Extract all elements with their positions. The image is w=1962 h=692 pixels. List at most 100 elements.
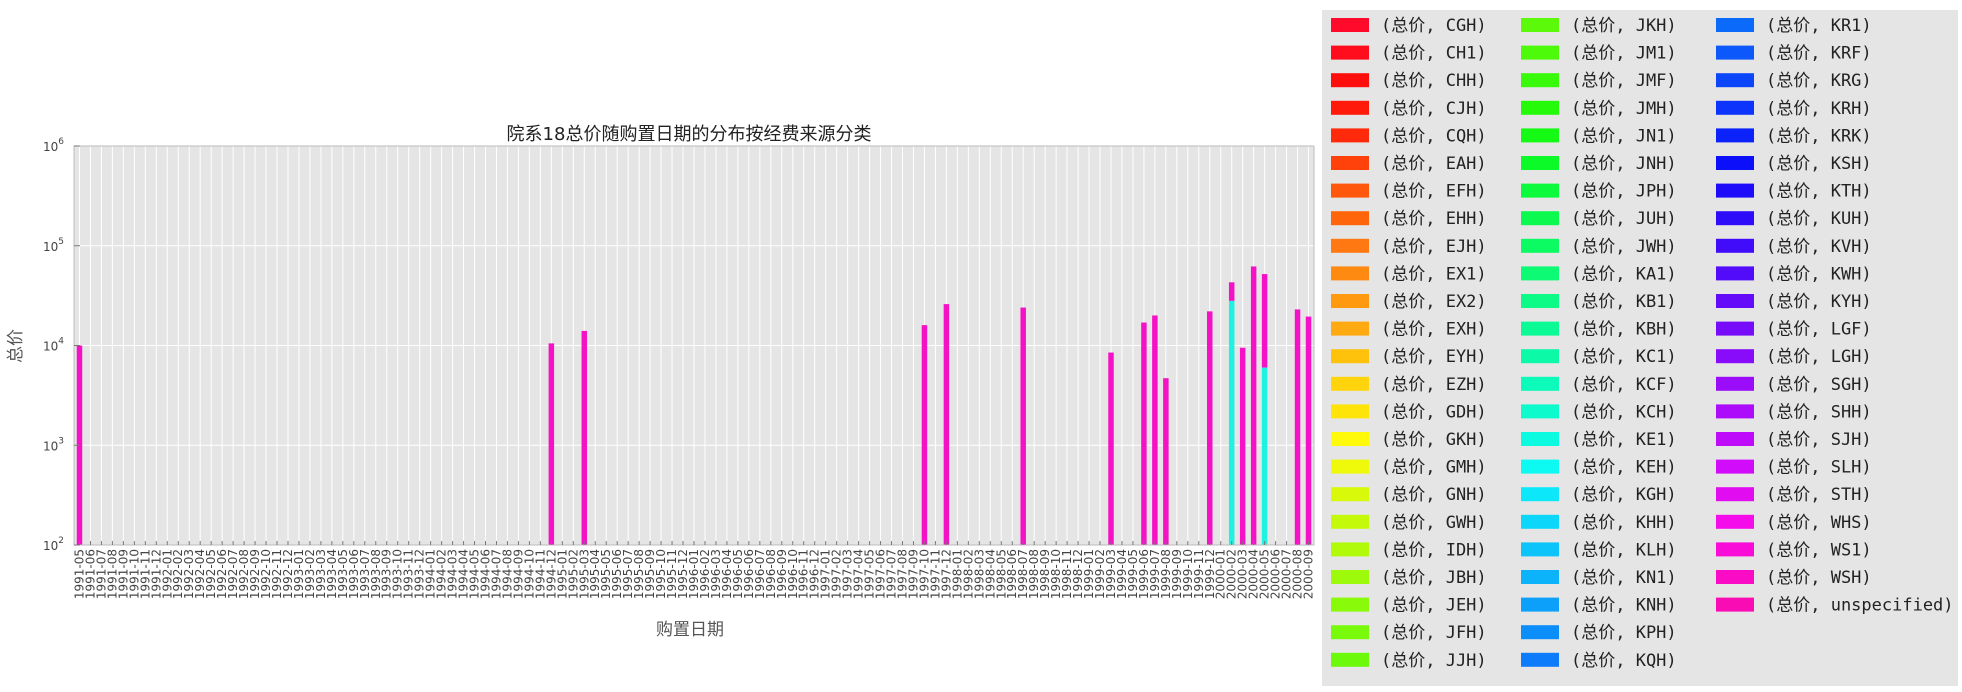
x-tick-label: 1994-06 — [479, 549, 493, 599]
x-tick-label: 1998-07 — [1016, 549, 1030, 599]
legend-swatch — [1521, 128, 1559, 143]
legend-swatch — [1331, 238, 1369, 253]
legend-swatch — [1331, 652, 1369, 667]
x-tick-label: 1999-03 — [1104, 549, 1118, 599]
legend-swatch — [1521, 73, 1559, 88]
legend-label: (总价, JWH) — [1571, 237, 1677, 257]
legend-swatch — [1331, 100, 1369, 115]
legend-swatch — [1331, 73, 1369, 88]
legend-label: (总价, JN1) — [1571, 126, 1677, 146]
bar — [1250, 266, 1257, 545]
x-tick-label: 1992-05 — [204, 549, 218, 599]
legend-swatch — [1331, 542, 1369, 557]
legend-swatch — [1716, 100, 1754, 115]
legend-label: (总价, KYH) — [1766, 292, 1872, 312]
legend-label: (总价, EX1) — [1381, 264, 1487, 284]
x-tick-label: 1996-05 — [731, 549, 745, 599]
x-tick-label: 1999-11 — [1192, 549, 1206, 599]
bar — [1228, 282, 1235, 301]
legend-swatch — [1331, 211, 1369, 226]
legend-swatch — [1331, 156, 1369, 170]
legend-label: (总价, JUH) — [1571, 209, 1677, 229]
legend-swatch — [1331, 294, 1369, 308]
x-tick-label: 1994-01 — [424, 549, 438, 599]
x-tick-label: 1993-01 — [292, 549, 306, 599]
legend-swatch — [1521, 238, 1559, 253]
legend-label: (总价, CJH) — [1381, 99, 1487, 119]
legend-label: (总价, JMH) — [1571, 99, 1677, 119]
x-tick-label: 1992-01 — [160, 549, 174, 599]
x-tick-label: 1997-09 — [906, 549, 920, 599]
legend-swatch — [1331, 514, 1369, 529]
x-tick-label: 1995-01 — [555, 549, 569, 599]
x-tick-label: 1996-04 — [720, 549, 734, 599]
legend-label: (总价, JM1) — [1571, 44, 1677, 64]
legend-swatch — [1521, 570, 1559, 584]
x-tick-label: 1997-08 — [895, 549, 909, 599]
legend-label: (总价, KPH) — [1571, 623, 1677, 643]
bar — [1152, 315, 1158, 545]
legend-label: (总价, KVH) — [1766, 237, 1872, 257]
legend-swatch — [1521, 514, 1559, 529]
x-tick-label: 1991-06 — [83, 549, 97, 599]
x-tick-label: 1997-04 — [852, 549, 866, 599]
x-tick-label: 1994-02 — [435, 549, 449, 599]
x-tick-label: 2000-03 — [1236, 549, 1250, 599]
bar — [1261, 274, 1268, 368]
bar — [1261, 367, 1268, 545]
y-tick-label: 104 — [43, 337, 64, 354]
legend-label: (总价, IDH) — [1381, 540, 1487, 560]
legend-swatch — [1521, 156, 1559, 170]
x-tick-label: 1998-01 — [950, 549, 964, 599]
legend-label: (总价, KNH) — [1571, 596, 1677, 616]
legend-swatch — [1716, 321, 1754, 336]
legend-swatch — [1331, 45, 1369, 60]
bar — [1163, 378, 1169, 545]
x-tick-label: 1993-08 — [369, 549, 383, 599]
bar — [581, 330, 588, 545]
legend-swatch — [1331, 487, 1369, 502]
x-tick-label: 1998-02 — [961, 549, 975, 599]
y-axis-title: 总价 — [6, 329, 26, 363]
legend-label: (总价, JKH) — [1571, 16, 1677, 36]
x-tick-label: 1992-04 — [193, 549, 207, 599]
x-tick-label: 1992-10 — [259, 549, 273, 599]
legend-swatch — [1716, 73, 1754, 88]
x-tick-label: 1995-07 — [621, 549, 635, 599]
x-tick-label: 2000-07 — [1280, 549, 1294, 599]
legend-label: (总价, WSH) — [1766, 568, 1872, 588]
chart-title: 院系18总价随购置日期的分布按经费来源分类 — [507, 124, 872, 145]
x-tick-label: 1995-04 — [588, 549, 602, 599]
legend-swatch — [1716, 404, 1754, 419]
x-tick-label: 1993-07 — [358, 549, 372, 599]
legend-label: (总价, EAH) — [1381, 154, 1487, 174]
legend-label: (总价, KLH) — [1571, 540, 1677, 560]
x-tick-label: 1997-03 — [841, 549, 855, 599]
grid-lines — [74, 145, 1314, 546]
legend-swatch — [1716, 514, 1754, 529]
legend-label: (总价, JFH) — [1381, 623, 1487, 643]
x-tick-label: 1992-09 — [248, 549, 262, 599]
legend-label: (总价, GDH) — [1381, 402, 1487, 422]
x-tick-label: 1996-09 — [775, 549, 789, 599]
x-tick-label: 1995-08 — [632, 549, 646, 599]
legend-swatch — [1521, 432, 1559, 446]
x-tick-label: 1993-06 — [347, 549, 361, 599]
x-tick-label: 1992-08 — [237, 549, 251, 599]
x-tick-label: 2000-04 — [1247, 549, 1261, 599]
x-tick-label: 1993-04 — [325, 549, 339, 599]
legend-label: (总价, KR1) — [1766, 16, 1872, 36]
x-axis-title: 购置日期 — [656, 620, 724, 640]
legend-swatch — [1716, 211, 1754, 226]
x-tick-label: 1995-05 — [599, 549, 613, 599]
legend-swatch — [1521, 100, 1559, 115]
legend-label: (总价, LGF) — [1766, 320, 1872, 340]
x-tick-label: 1995-09 — [643, 549, 657, 599]
x-tick-label: 1996-08 — [764, 549, 778, 599]
x-tick-label: 1997-07 — [885, 549, 899, 599]
legend-label: (总价, KA1) — [1571, 264, 1677, 284]
legend-swatch — [1521, 294, 1559, 308]
legend-label: (总价, KC1) — [1571, 347, 1677, 367]
legend-label: (总价, KCH) — [1571, 402, 1677, 422]
